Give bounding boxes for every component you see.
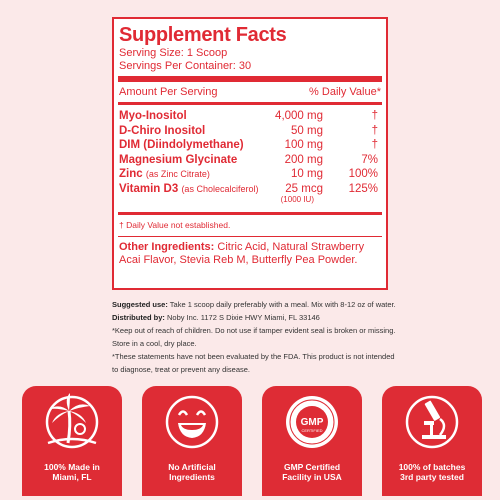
palm-tree-icon	[45, 393, 99, 449]
nutrient-row: Vitamin D3 (as Cholecalciferol) 25 mcg 1…	[119, 182, 381, 204]
gmp-seal-text: GMP	[301, 417, 324, 428]
nutrient-dv: 100%	[348, 168, 378, 180]
nutrient-row: Zinc (as Zinc Citrate) 10 mg 100%	[119, 168, 381, 183]
nutrient-name: Myo-Inositol	[119, 110, 187, 122]
nutrient-source: (as Cholecalciferol)	[181, 183, 259, 194]
servings-per-container: Servings Per Container: 30	[119, 60, 252, 72]
badge-no-artificial: No Artificial Ingredients	[142, 386, 242, 496]
serving-size: Serving Size: 1 Scoop	[119, 47, 228, 59]
header-divider	[118, 102, 382, 105]
storage-note: Store in a cool, dry place.	[112, 339, 197, 348]
suggested-use: Suggested use: Take 1 scoop daily prefer…	[112, 300, 396, 309]
badge-row: 100% Made in Miami, FL No Artificial Ingre…	[0, 386, 500, 500]
badge-third-party-tested: 100% of batches 3rd party tested	[382, 386, 482, 496]
facts-header-row: Amount Per Serving % Daily Value*	[119, 82, 381, 102]
nutrient-amount: 50 mg	[291, 124, 323, 137]
badge-label: GMP Certified Facility in USA	[282, 462, 342, 482]
nutrient-row: D-Chiro Inositol 50 mg †	[119, 125, 381, 140]
nutrient-dv: †	[371, 124, 378, 137]
badge-label: 100% of batches 3rd party tested	[398, 462, 466, 482]
distributed-by: Distributed by: Noby Inc. 1172 S Dixie H…	[112, 313, 320, 322]
nutrient-row: Myo-Inositol 4,000 mg †	[119, 110, 381, 125]
facts-title: Supplement Facts	[119, 24, 287, 46]
smiley-face-icon	[165, 395, 219, 449]
nutrient-name: Zinc (as Zinc Citrate)	[119, 168, 210, 180]
badge-label: No Artificial Ingredients	[168, 462, 216, 482]
nutrient-name: D-Chiro Inositol	[119, 124, 206, 137]
nutrient-amount: 25 mcg	[285, 182, 323, 195]
nutrient-list: Myo-Inositol 4,000 mg † D-Chiro Inositol…	[119, 105, 381, 212]
other-ingredients-line1: Citric Acid, Natural Strawberry	[214, 241, 365, 253]
nutrient-name: Vitamin D3 (as Cholecalciferol)	[119, 182, 259, 195]
product-info: Suggested use: Take 1 scoop daily prefer…	[112, 298, 412, 376]
badge-gmp-certified: GMP CERTIFIED GMP Certified Facility in U…	[262, 386, 362, 496]
nutrient-name: Magnesium Glycinate	[119, 153, 238, 166]
other-ingredients: Other Ingredients: Citric Acid, Natural …	[119, 237, 381, 267]
amount-per-serving-header: Amount Per Serving	[119, 86, 218, 98]
badge-label: 100% Made in Miami, FL	[44, 462, 100, 482]
other-ingredients-line2: Acai Flavor, Stevia Reb M, Butterfly Pea…	[119, 254, 358, 266]
nutrient-row: DIM (Diindolymethane) 100 mg †	[119, 139, 381, 154]
nutrient-source: (as Zinc Citrate)	[145, 169, 210, 179]
daily-value-header: % Daily Value*	[309, 86, 381, 98]
fda-disclaimer-2: to diagnose, treat or prevent any diseas…	[112, 365, 251, 374]
thick-divider	[118, 76, 382, 82]
nutrient-amount: 100 mg	[284, 139, 323, 151]
nutrient-amount: 4,000 mg	[275, 110, 323, 122]
dv-footnote: † Daily Value not established.	[119, 220, 231, 230]
nutrient-row: Magnesium Glycinate 200 mg 7%	[119, 154, 381, 169]
nutrient-amount: 10 mg	[291, 168, 323, 180]
nutrient-divider	[118, 212, 382, 215]
microscope-icon	[405, 395, 459, 449]
nutrient-name: DIM (Diindolymethane)	[119, 139, 244, 151]
nutrient-dv: 125%	[348, 182, 378, 195]
nutrient-iu: (1000 IU)	[280, 194, 314, 204]
other-ingredients-label: Other Ingredients:	[119, 241, 215, 253]
gmp-seal-sub: CERTIFIED	[301, 428, 322, 433]
nutrient-amount: 200 mg	[284, 153, 323, 166]
warning-keep-out: *Keep out of reach of children. Do not u…	[112, 326, 396, 335]
fda-disclaimer-1: *These statements have not been evaluate…	[112, 352, 395, 361]
footnote-divider	[118, 236, 382, 237]
nutrient-dv: 7%	[361, 153, 378, 166]
nutrient-dv: †	[371, 110, 378, 122]
gmp-seal-icon: GMP CERTIFIED	[286, 396, 338, 448]
nutrient-dv: †	[371, 139, 378, 151]
supplement-facts-panel: Supplement Facts Serving Size: 1 Scoop S…	[112, 17, 388, 290]
badge-made-in-miami: 100% Made in Miami, FL	[22, 386, 122, 496]
